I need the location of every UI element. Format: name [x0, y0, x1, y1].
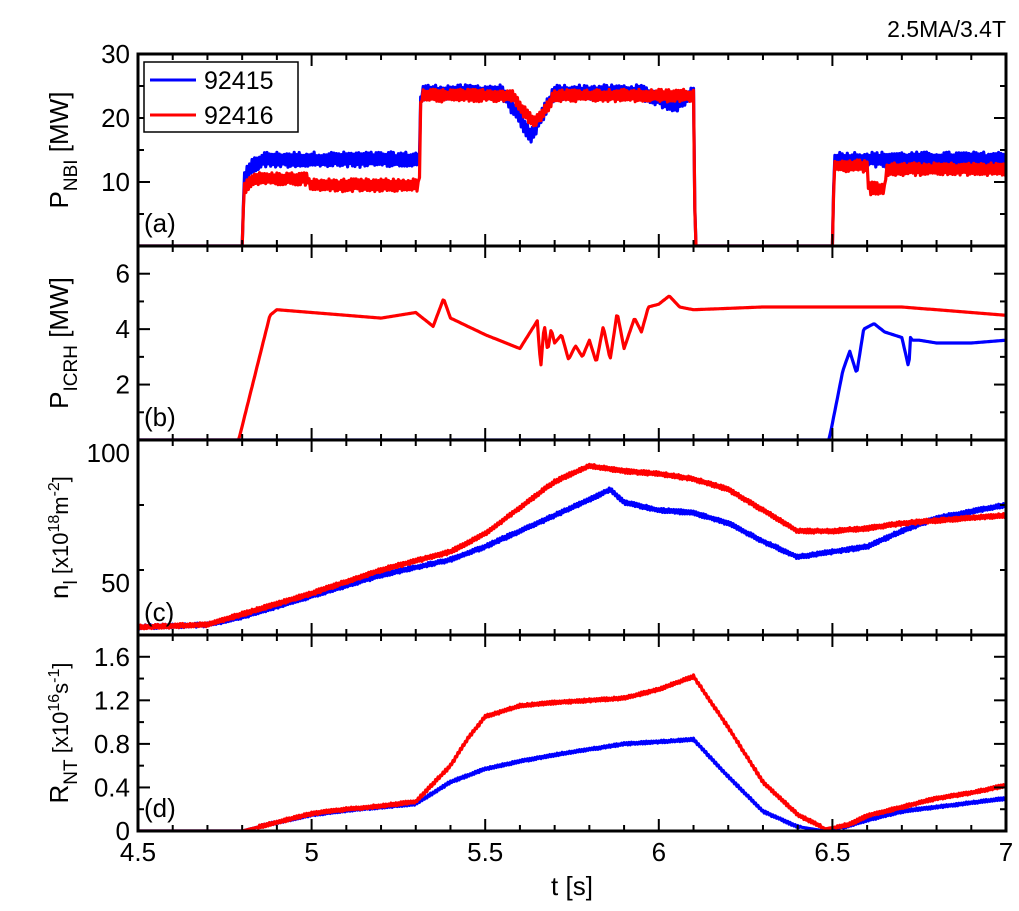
y-tick-label: 1.6	[94, 642, 130, 672]
y-tick-label: 2	[116, 370, 130, 400]
panel-label: (a)	[144, 208, 176, 238]
x-axis-label: t [s]	[551, 871, 593, 901]
panel-frame	[136, 244, 1008, 442]
x-tick-label: 4.5	[120, 837, 156, 867]
panel-c: 50 100 (c) nl [x1018m-2]	[44, 438, 1008, 637]
legend-label-92415: 92415	[204, 67, 274, 95]
series-92415-line	[138, 322, 1006, 440]
panel-label: (b)	[144, 402, 176, 432]
corner-label: 2.5MA/3.4T	[887, 16, 1006, 42]
y-tick-label: 4	[116, 314, 130, 344]
x-tick-label: 5	[304, 837, 318, 867]
panel-label: (c)	[144, 597, 174, 627]
series-92416-line	[138, 87, 1006, 246]
series-group	[138, 83, 1006, 246]
panel-d: 0 0.4 0.8 1.2 1.6 4.5 5 5.5 6 6.5 7 t [s] (d) RNT [x1…	[44, 633, 1013, 901]
panel-label: (d)	[144, 793, 176, 823]
panel-a: 10 20 30 (a) PNBI [MW] 92415 92416	[44, 39, 1008, 248]
y-tick-label: 6	[116, 259, 130, 289]
y-axis-label: nl [x1018m-2]	[44, 476, 82, 599]
series-group	[138, 673, 1006, 831]
y-tick-label: 100	[87, 438, 130, 468]
x-tick-label: 5.5	[467, 837, 503, 867]
y-axis-label: PNBI [MW]	[44, 92, 82, 209]
y-tick-label: 50	[101, 568, 130, 598]
x-tick-label: 7	[999, 837, 1013, 867]
series-92416-line	[138, 294, 1006, 440]
series-92416-line	[138, 462, 1006, 631]
y-tick-label: 30	[101, 39, 130, 69]
y-axis-label: PICRH [MW]	[44, 277, 82, 409]
series-92415-line	[138, 736, 1006, 831]
series-92415-line	[138, 486, 1006, 631]
y-tick-label: 1.2	[94, 685, 130, 715]
panel-b: 2 4 6 (b) PICRH [MW]	[44, 244, 1008, 442]
y-axis-label: RNT [x1016s-1]	[44, 663, 82, 804]
series-92416-line	[138, 673, 1006, 831]
y-tick-label: 0.4	[94, 772, 130, 802]
y-tick-label: 0	[116, 816, 130, 846]
y-tick-label: 0.8	[94, 729, 130, 759]
y-tick-label: 20	[101, 103, 130, 133]
x-tick-label: 6.5	[814, 837, 850, 867]
x-tick-label: 6	[652, 837, 666, 867]
series-group	[138, 462, 1006, 631]
series-group	[138, 294, 1006, 440]
legend-label-92416: 92416	[204, 102, 274, 130]
y-tick-label: 10	[101, 167, 130, 197]
legend: 92415 92416	[143, 61, 299, 133]
panel-frame	[136, 633, 1008, 833]
chart-panels: 10 20 30 (a) PNBI [MW] 92415 92416 2 4 6 (b) PICRH …	[44, 39, 1013, 901]
